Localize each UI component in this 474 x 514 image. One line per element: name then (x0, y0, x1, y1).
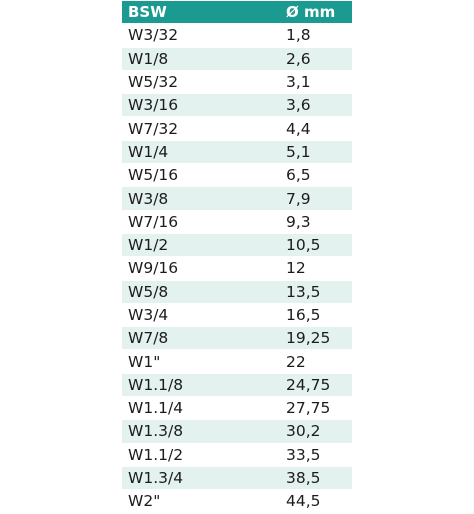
header-diameter-mm: Ø mm (286, 3, 336, 22)
cell-diameter-mm: 6,5 (286, 166, 311, 185)
table-body: W3/32 1,8 W1/8 2,6 W5/32 3,1 W3/16 3,6 W7/32 4,4 W… (122, 24, 352, 514)
cell-diameter-mm: 4,4 (286, 119, 311, 138)
cell-bsw-size: W2" (128, 492, 161, 511)
cell-bsw-size: W1.1/4 (128, 399, 184, 418)
cell-bsw-size: W3/16 (128, 96, 179, 115)
table-row: W1/8 2,6 (122, 47, 352, 71)
cell-bsw-size: W3/32 (128, 26, 179, 45)
cell-bsw-size: W5/32 (128, 73, 179, 92)
cell-bsw-size: W1/8 (128, 49, 169, 68)
table-row: W1/4 5,1 (122, 140, 352, 165)
table-row: W1.1/4 27,75 (122, 397, 352, 421)
table-row: W1/2 10,5 (122, 233, 352, 258)
table-row: W3/4 16,5 (122, 303, 352, 328)
cell-diameter-mm: 44,5 (286, 492, 321, 511)
cell-bsw-size: W7/32 (128, 119, 179, 138)
cell-diameter-mm: 19,25 (286, 329, 331, 348)
cell-bsw-size: W9/16 (128, 259, 179, 278)
cell-bsw-size: W1.1/8 (128, 375, 184, 394)
table-row: W1.3/8 30,2 (122, 420, 352, 444)
cell-bsw-size: W1/4 (128, 142, 169, 161)
cell-diameter-mm: 7,9 (286, 189, 311, 208)
cell-bsw-size: W7/8 (128, 329, 169, 348)
cell-diameter-mm: 27,75 (286, 399, 331, 418)
header-bsw: BSW (128, 3, 167, 22)
cell-diameter-mm: 3,1 (286, 73, 311, 92)
cell-bsw-size: W5/8 (128, 282, 169, 301)
cell-bsw-size: W1.3/8 (128, 422, 184, 441)
cell-diameter-mm: 12 (286, 259, 306, 278)
cell-diameter-mm: 3,6 (286, 96, 311, 115)
table-row: W3/16 3,6 (122, 94, 352, 118)
cell-diameter-mm: 16,5 (286, 306, 321, 324)
table-row: W7/32 4,4 (122, 117, 352, 141)
table-row: W9/16 12 (122, 257, 352, 281)
cell-diameter-mm: 9,3 (286, 212, 311, 231)
bsw-size-table: BSW Ø mm W3/32 1,8 W1/8 2,6 W5/32 3,1 W3/16 3,6… (122, 1, 352, 514)
table-row: W5/32 3,1 (122, 70, 352, 95)
table-row: W1.1/2 33,5 (122, 443, 352, 467)
cell-bsw-size: W3/4 (128, 306, 169, 324)
cell-diameter-mm: 2,6 (286, 49, 311, 68)
table-row: W7/16 9,3 (122, 210, 352, 234)
cell-diameter-mm: 22 (286, 352, 306, 371)
table-row: W2" 44,5 (122, 490, 352, 514)
cell-diameter-mm: 13,5 (286, 282, 321, 301)
cell-bsw-size: W5/16 (128, 166, 179, 185)
cell-diameter-mm: 30,2 (286, 422, 321, 441)
table-row: W1.3/4 38,5 (122, 466, 352, 491)
table-header: BSW Ø mm (122, 1, 352, 25)
cell-bsw-size: W1.3/4 (128, 469, 184, 488)
table-row: W5/16 6,5 (122, 164, 352, 188)
cell-diameter-mm: 10,5 (286, 236, 321, 255)
cell-diameter-mm: 38,5 (286, 469, 321, 488)
cell-diameter-mm: 33,5 (286, 445, 321, 464)
cell-bsw-size: W1" (128, 352, 161, 371)
cell-diameter-mm: 5,1 (286, 142, 311, 161)
cell-bsw-size: W3/8 (128, 189, 169, 208)
table-row: W3/8 7,9 (122, 187, 352, 211)
cell-diameter-mm: 1,8 (286, 26, 311, 45)
table-row: W3/32 1,8 (122, 24, 352, 48)
cell-bsw-size: W1/2 (128, 236, 169, 255)
table-row: W1.1/8 24,75 (122, 373, 352, 398)
table-row: W7/8 19,25 (122, 327, 352, 351)
cell-bsw-size: W7/16 (128, 212, 179, 231)
cell-diameter-mm: 24,75 (286, 375, 331, 394)
cell-bsw-size: W1.1/2 (128, 445, 184, 464)
table-row: W1" 22 (122, 350, 352, 374)
table-row: W5/8 13,5 (122, 280, 352, 304)
